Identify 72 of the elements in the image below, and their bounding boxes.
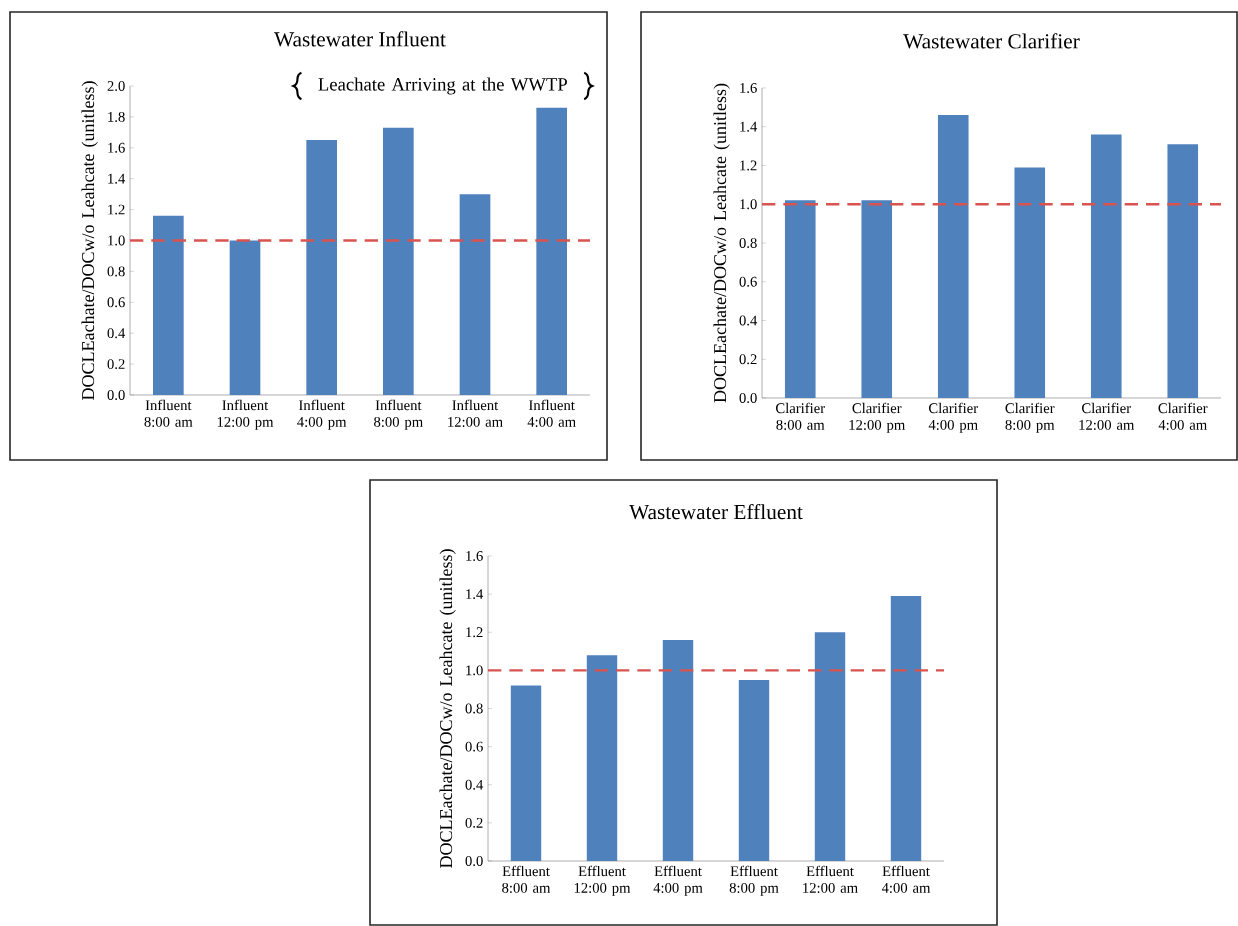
x-tick-label: Clarifier 12:00 pm [849, 402, 906, 433]
bar [738, 679, 770, 861]
x-tick-label: Clarifier 4:00 pm [928, 402, 978, 433]
bar [814, 632, 846, 861]
y-axis-title: DOCLEachate/DOCw/o Leahcate (unitless) [81, 81, 98, 400]
y-tick-label: 1.2 [466, 627, 483, 638]
x-tick-label: Clarifier 12:00 am [1079, 402, 1135, 430]
y-tick-label: 0.8 [107, 266, 125, 277]
bar [784, 200, 816, 398]
y-tick-label: 0.8 [739, 238, 757, 248]
bar [510, 685, 542, 861]
y-tick-label: 1.6 [466, 551, 483, 561]
bar [459, 194, 491, 395]
x-tick-label: Effluent 8:00 am [502, 865, 551, 893]
y-tick-label: 0.6 [107, 297, 125, 308]
bar [229, 240, 261, 395]
x-tick-label: Influent 12:00 pm [217, 399, 274, 430]
bar [383, 127, 414, 395]
bar [536, 107, 567, 395]
y-tick-label: 1.2 [740, 160, 757, 171]
bar [662, 639, 694, 861]
chart-title: Wastewater Clarifier [903, 33, 1080, 49]
y-tick-label: 1.2 [108, 204, 125, 215]
x-tick-label: Effluent 12:00 pm [574, 865, 631, 896]
y-tick-label: 0.2 [739, 354, 757, 365]
bar [937, 115, 969, 398]
y-tick-label: 1.6 [740, 83, 757, 93]
y-tick-label: 0.6 [739, 276, 757, 287]
y-tick-label: 0.0 [465, 856, 483, 866]
x-tick-label: Influent 4:00 pm [297, 399, 347, 430]
x-tick-label: Clarifier 8:00 am [776, 402, 825, 430]
y-tick-label: 2.0 [107, 81, 125, 91]
x-tick-label: Effluent 4:00 am [881, 865, 931, 893]
bar [306, 140, 338, 395]
x-tick-label: Clarifier 4:00 am [1158, 402, 1208, 430]
x-tick-label: Effluent 12:00 am [803, 865, 858, 893]
y-tick-label: 1.4 [740, 121, 758, 132]
bar [890, 596, 922, 861]
y-tick-label: 0.2 [465, 817, 483, 828]
y-tick-label: 0.6 [465, 741, 483, 752]
y-tick-label: 0.2 [107, 359, 125, 370]
x-tick-label: Effluent 4:00 pm [653, 865, 703, 896]
bar [861, 200, 893, 398]
y-tick-label: 1.8 [108, 111, 125, 122]
bar [586, 655, 618, 861]
y-tick-label: 1.6 [108, 142, 125, 153]
bar [153, 215, 184, 395]
y-tick-label: 0.4 [107, 328, 126, 339]
y-tick-label: 0.0 [739, 393, 757, 403]
y-tick-label: 0.4 [465, 779, 484, 790]
x-tick-label: Influent 8:00 pm [374, 399, 423, 430]
bar [1167, 144, 1199, 398]
chart-title: Wastewater Effluent [629, 503, 803, 520]
y-axis-title: DOCLEachate/DOCw/o Leahcate (unitless) [439, 549, 456, 868]
y-tick-label: 1.0 [740, 199, 757, 210]
x-tick-label: Clarifier 8:00 pm [1005, 402, 1055, 433]
bar [1014, 167, 1046, 398]
y-tick-label: 0.4 [739, 315, 758, 326]
y-tick-label: 0.0 [107, 390, 125, 400]
annotation: Leachate Arriving at the WWTP [318, 77, 568, 95]
x-tick-label: Influent 12:00 am [448, 399, 503, 427]
y-tick-label: 0.8 [465, 703, 483, 714]
y-tick-label: 1.0 [108, 235, 125, 246]
x-tick-label: Influent 4:00 am [527, 399, 576, 427]
y-tick-label: 1.4 [108, 173, 126, 184]
x-tick-label: Influent 8:00 am [144, 399, 193, 427]
y-axis-title: DOCLEachate/DOCw/o Leahcate (unitless) [713, 83, 730, 403]
y-tick-label: 1.0 [466, 665, 483, 676]
x-tick-label: Effluent 8:00 pm [729, 865, 779, 896]
y-tick-label: 1.4 [466, 589, 484, 600]
bar [1090, 134, 1122, 398]
chart-title: Wastewater Influent [274, 31, 446, 47]
